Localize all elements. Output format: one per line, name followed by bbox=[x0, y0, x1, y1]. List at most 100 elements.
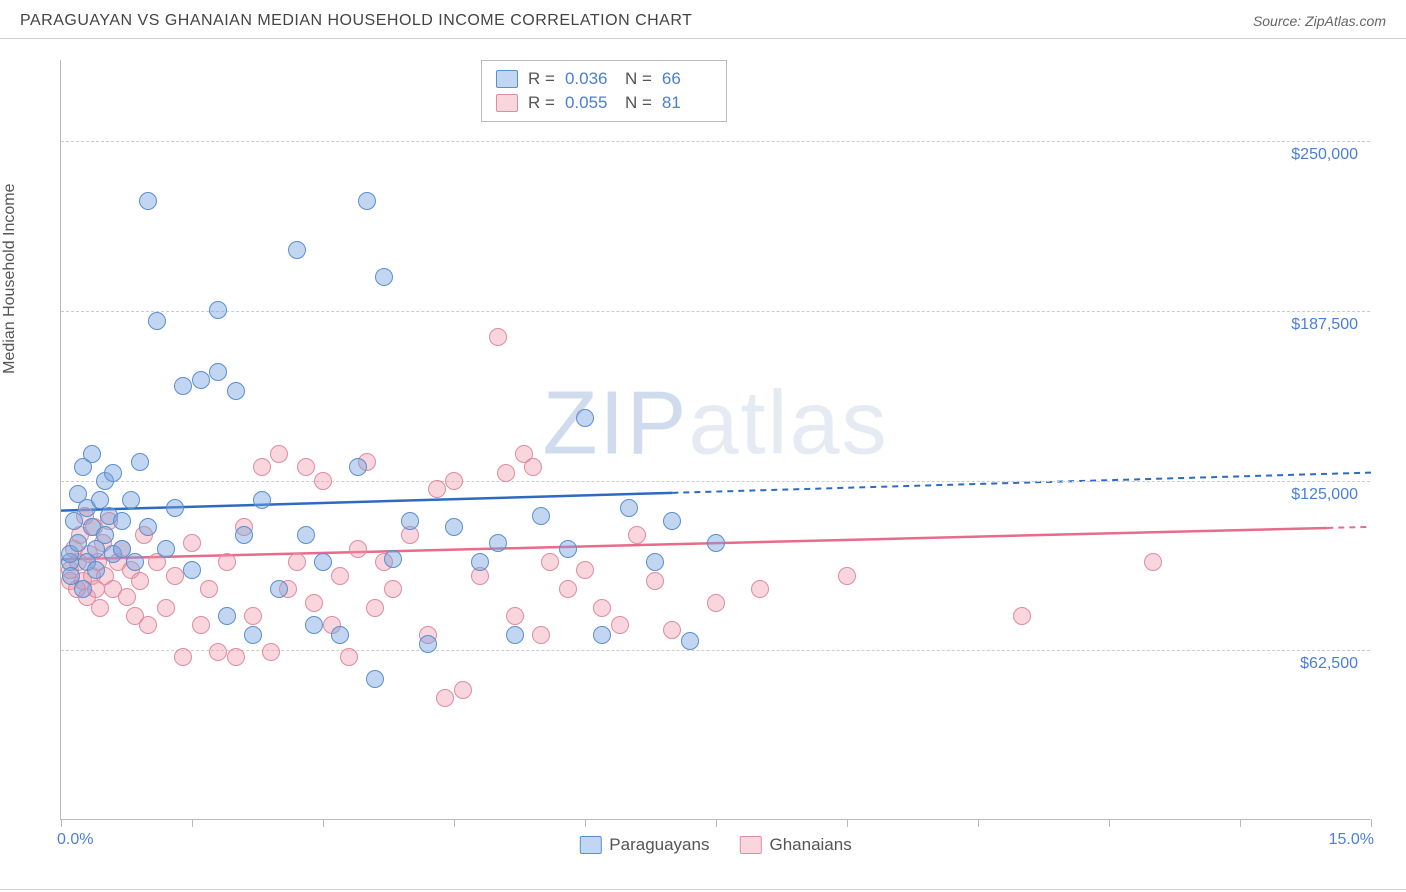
scatter-point-series2 bbox=[454, 681, 472, 699]
scatter-point-series1 bbox=[157, 540, 175, 558]
scatter-point-series2 bbox=[366, 599, 384, 617]
scatter-point-series2 bbox=[305, 594, 323, 612]
scatter-point-series1 bbox=[74, 580, 92, 598]
scatter-point-series2 bbox=[1013, 607, 1031, 625]
x-axis-max-label: 15.0% bbox=[1329, 831, 1374, 849]
scatter-point-series1 bbox=[96, 526, 114, 544]
legend-item-series2: Ghanaians bbox=[739, 835, 851, 855]
scatter-point-series2 bbox=[751, 580, 769, 598]
x-tick bbox=[1109, 819, 1110, 827]
plot-region: ZIPatlas R = 0.036 N = 66 R = 0.055 N = … bbox=[60, 60, 1370, 820]
scatter-point-series2 bbox=[506, 607, 524, 625]
scatter-point-series1 bbox=[366, 670, 384, 688]
scatter-point-series1 bbox=[139, 192, 157, 210]
scatter-point-series1 bbox=[593, 626, 611, 644]
scatter-point-series1 bbox=[489, 534, 507, 552]
scatter-point-series2 bbox=[576, 561, 594, 579]
scatter-point-series2 bbox=[118, 588, 136, 606]
x-tick bbox=[847, 819, 848, 827]
x-tick bbox=[716, 819, 717, 827]
x-tick bbox=[192, 819, 193, 827]
scatter-point-series2 bbox=[262, 643, 280, 661]
scatter-point-series2 bbox=[331, 567, 349, 585]
scatter-point-series2 bbox=[270, 445, 288, 463]
scatter-point-series1 bbox=[139, 518, 157, 536]
scatter-point-series1 bbox=[681, 632, 699, 650]
swatch-series1 bbox=[496, 70, 518, 88]
x-tick bbox=[1371, 819, 1372, 827]
scatter-point-series1 bbox=[270, 580, 288, 598]
scatter-point-series1 bbox=[559, 540, 577, 558]
scatter-point-series1 bbox=[113, 512, 131, 530]
scatter-point-series1 bbox=[331, 626, 349, 644]
scatter-point-series1 bbox=[69, 534, 87, 552]
chart-area: Median Household Income ZIPatlas R = 0.0… bbox=[20, 50, 1386, 870]
stats-row-series2: R = 0.055 N = 81 bbox=[496, 91, 712, 115]
scatter-point-series2 bbox=[192, 616, 210, 634]
chart-title: PARAGUAYAN VS GHANAIAN MEDIAN HOUSEHOLD … bbox=[20, 12, 692, 30]
scatter-point-series1 bbox=[305, 616, 323, 634]
chart-header: PARAGUAYAN VS GHANAIAN MEDIAN HOUSEHOLD … bbox=[0, 0, 1406, 39]
gridline bbox=[61, 311, 1370, 312]
scatter-point-series2 bbox=[428, 480, 446, 498]
scatter-point-series2 bbox=[91, 599, 109, 617]
scatter-point-series2 bbox=[646, 572, 664, 590]
scatter-point-series2 bbox=[593, 599, 611, 617]
scatter-point-series1 bbox=[314, 553, 332, 571]
scatter-point-series1 bbox=[506, 626, 524, 644]
scatter-point-series1 bbox=[148, 312, 166, 330]
scatter-point-series2 bbox=[1144, 553, 1162, 571]
scatter-point-series1 bbox=[65, 512, 83, 530]
scatter-point-series1 bbox=[253, 491, 271, 509]
gridline bbox=[61, 141, 1370, 142]
scatter-point-series1 bbox=[174, 377, 192, 395]
scatter-point-series1 bbox=[532, 507, 550, 525]
scatter-point-series2 bbox=[131, 572, 149, 590]
scatter-point-series2 bbox=[209, 643, 227, 661]
gridline bbox=[61, 650, 1370, 651]
scatter-point-series1 bbox=[375, 268, 393, 286]
scatter-point-series2 bbox=[707, 594, 725, 612]
scatter-point-series1 bbox=[620, 499, 638, 517]
y-tick-label: $250,000 bbox=[1291, 146, 1358, 164]
scatter-point-series1 bbox=[104, 464, 122, 482]
chart-source: Source: ZipAtlas.com bbox=[1253, 13, 1386, 29]
scatter-point-series1 bbox=[166, 499, 184, 517]
legend-item-series1: Paraguayans bbox=[579, 835, 709, 855]
scatter-point-series2 bbox=[253, 458, 271, 476]
scatter-point-series2 bbox=[157, 599, 175, 617]
scatter-point-series2 bbox=[288, 553, 306, 571]
scatter-point-series2 bbox=[139, 616, 157, 634]
scatter-point-series2 bbox=[541, 553, 559, 571]
y-tick-label: $187,500 bbox=[1291, 316, 1358, 334]
scatter-point-series2 bbox=[489, 328, 507, 346]
scatter-point-series1 bbox=[297, 526, 315, 544]
scatter-point-series1 bbox=[419, 635, 437, 653]
scatter-point-series1 bbox=[218, 607, 236, 625]
scatter-point-series2 bbox=[524, 458, 542, 476]
scatter-point-series2 bbox=[183, 534, 201, 552]
scatter-point-series2 bbox=[349, 540, 367, 558]
scatter-point-series2 bbox=[497, 464, 515, 482]
scatter-point-series2 bbox=[227, 648, 245, 666]
scatter-point-series1 bbox=[209, 301, 227, 319]
scatter-point-series1 bbox=[576, 409, 594, 427]
x-tick bbox=[323, 819, 324, 827]
scatter-point-series2 bbox=[663, 621, 681, 639]
scatter-point-series1 bbox=[192, 371, 210, 389]
legend-swatch-series1 bbox=[579, 836, 601, 854]
correlation-stats-box: R = 0.036 N = 66 R = 0.055 N = 81 bbox=[481, 60, 727, 122]
trend-lines-svg bbox=[61, 60, 1371, 820]
scatter-point-series1 bbox=[131, 453, 149, 471]
swatch-series2 bbox=[496, 94, 518, 112]
x-tick bbox=[585, 819, 586, 827]
scatter-point-series2 bbox=[611, 616, 629, 634]
scatter-point-series2 bbox=[166, 567, 184, 585]
scatter-point-series2 bbox=[218, 553, 236, 571]
scatter-point-series2 bbox=[532, 626, 550, 644]
scatter-point-series1 bbox=[288, 241, 306, 259]
scatter-point-series2 bbox=[297, 458, 315, 476]
footer-separator bbox=[0, 889, 1406, 890]
scatter-point-series1 bbox=[707, 534, 725, 552]
scatter-point-series1 bbox=[91, 491, 109, 509]
